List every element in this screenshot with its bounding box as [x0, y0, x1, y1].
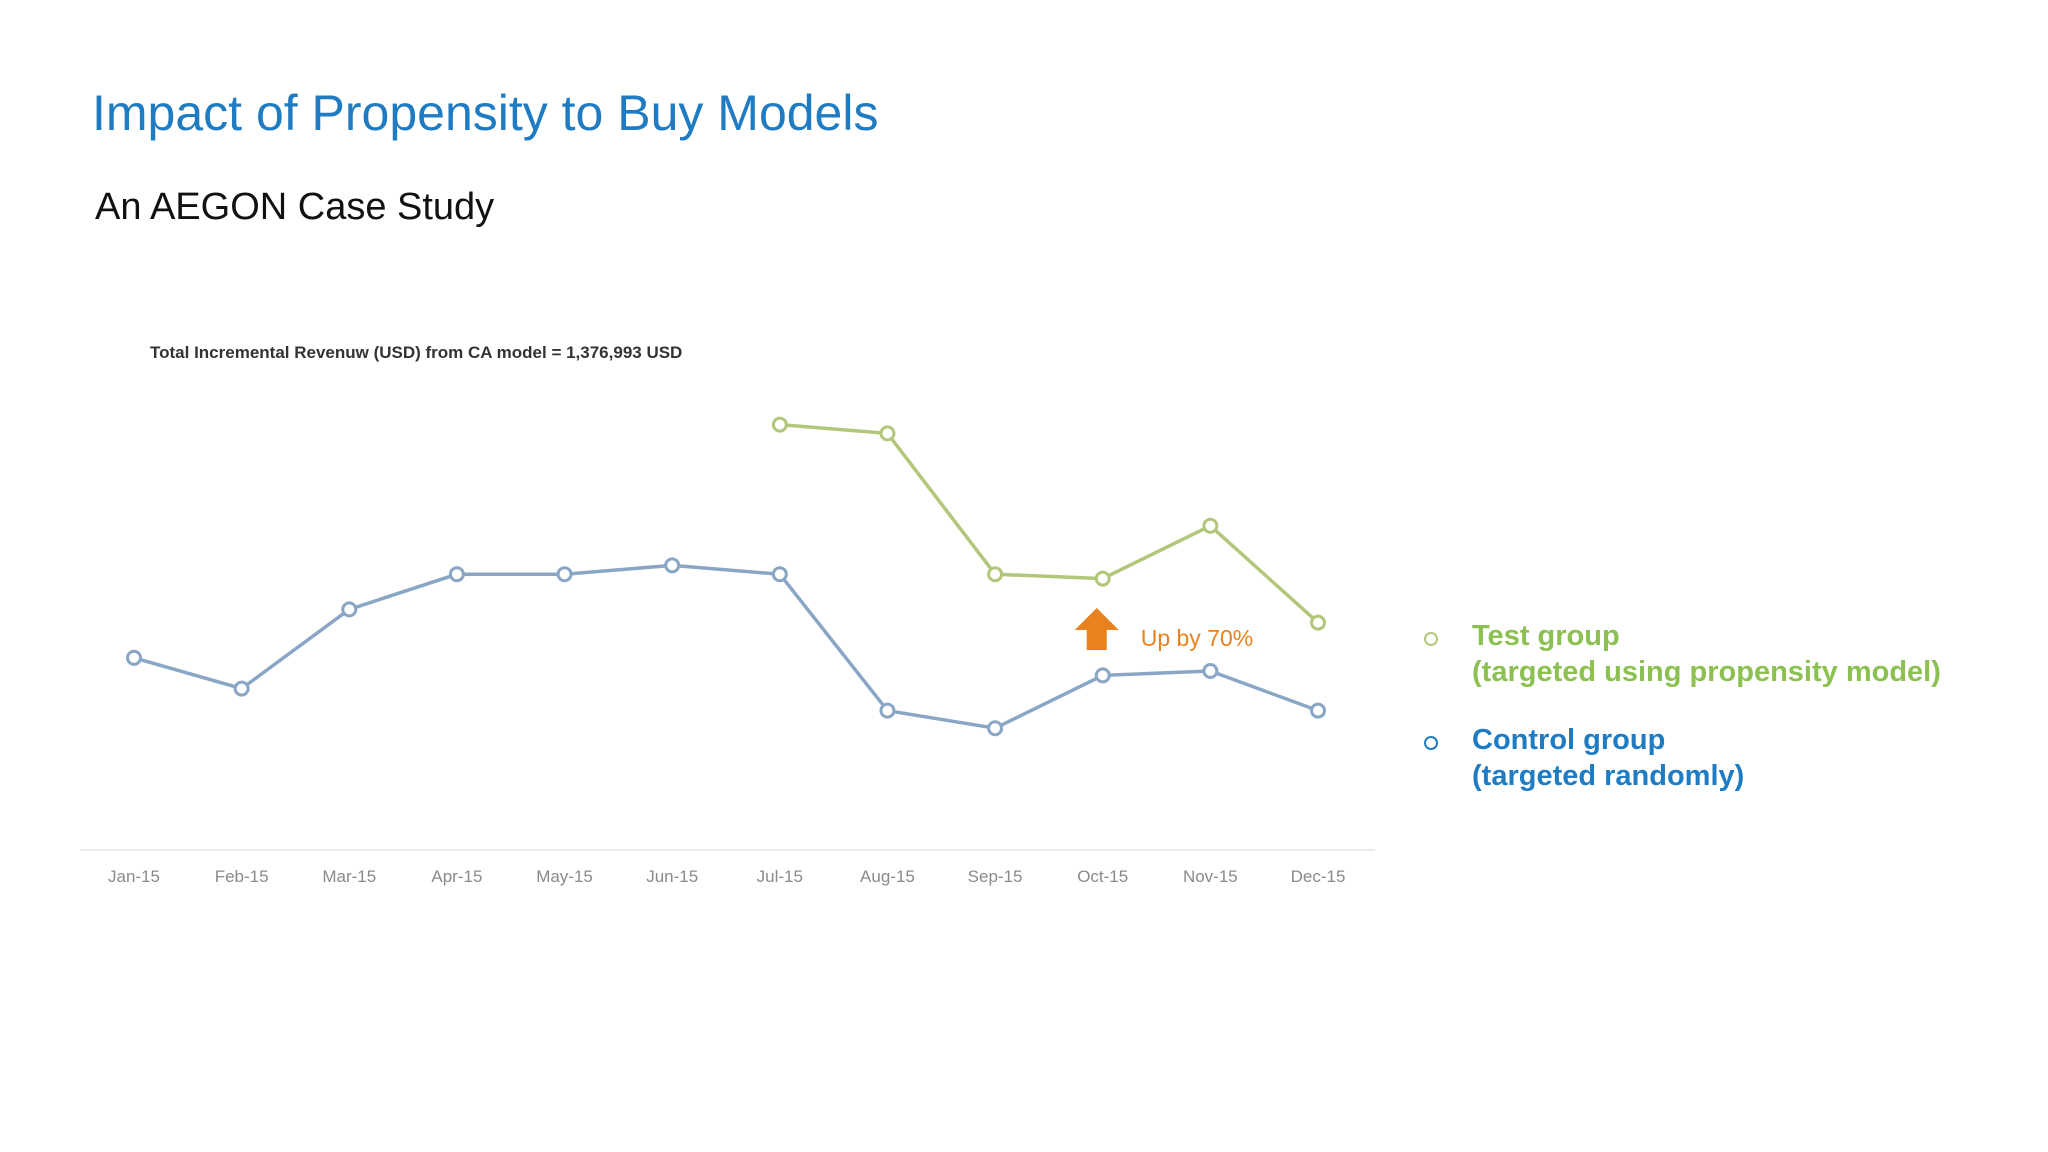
data-point-control: [126, 649, 142, 666]
legend-label: Control group: [1472, 724, 1666, 756]
x-tick-label: May-15: [536, 867, 593, 886]
chart-title: Total Incremental Revenuw (USD) from CA …: [150, 343, 682, 362]
data-point-control: [341, 601, 358, 618]
x-tick-label: Oct-15: [1077, 867, 1128, 886]
x-tick-label: Dec-15: [1291, 867, 1346, 886]
x-tick-label: Apr-15: [431, 867, 482, 886]
slide-subtitle: An AEGON Case Study: [95, 186, 495, 228]
x-tick-label: Jan-15: [108, 867, 160, 886]
data-point-control: [556, 566, 573, 583]
data-point-test: [879, 425, 896, 442]
x-tick-label: Jul-15: [757, 867, 803, 886]
up-arrow-icon: [1074, 608, 1119, 650]
data-point-control: [987, 720, 1004, 737]
data-point-control: [879, 702, 896, 719]
x-tick-label: Nov-15: [1183, 867, 1238, 886]
x-tick-label: Sep-15: [968, 867, 1023, 886]
x-axis-tick-labels: Jan-15 Feb-15 Mar-15 Apr-15 May-15 Jun-15 Jul-…: [108, 867, 1345, 886]
legend-item-test: Test group (targeted using propensity mo…: [1424, 618, 2024, 690]
series-control: [126, 557, 1326, 737]
data-point-test: [771, 416, 788, 433]
data-point-control: [448, 566, 465, 583]
data-point-control: [233, 680, 250, 697]
x-tick-label: Aug-15: [860, 867, 915, 886]
series-test: [771, 416, 1326, 631]
data-point-control: [664, 557, 681, 574]
series-layer: [126, 416, 1326, 737]
legend: Test group (targeted using propensity mo…: [1424, 618, 2024, 826]
annotation-label: Up by 70%: [1141, 625, 1254, 651]
data-point-test: [987, 566, 1004, 583]
x-tick-label: Feb-15: [215, 867, 269, 886]
legend-bullet-icon: [1424, 736, 1438, 750]
data-point-control: [1202, 663, 1219, 679]
legend-text: Control group (targeted randomly): [1472, 722, 1744, 794]
legend-detail: (targeted using propensity model): [1472, 656, 1941, 688]
data-point-control: [1094, 667, 1111, 684]
data-point-control: [771, 566, 788, 583]
slide-title: Impact of Propensity to Buy Models: [92, 85, 879, 141]
annotation-layer: Up by 70%: [1074, 608, 1254, 651]
data-point-test: [1094, 570, 1111, 587]
legend-text: Test group (targeted using propensity mo…: [1472, 618, 1941, 690]
legend-label: Test group: [1472, 620, 1620, 652]
data-point-test: [1310, 614, 1326, 631]
series-line-control: [133, 563, 1319, 730]
data-point-test: [1202, 517, 1219, 534]
legend-item-control: Control group (targeted randomly): [1424, 722, 2024, 794]
series-line-test: [779, 422, 1320, 624]
x-tick-label: Mar-15: [322, 867, 376, 886]
x-tick-label: Jun-15: [646, 867, 698, 886]
legend-detail: (targeted randomly): [1472, 760, 1745, 792]
data-point-control: [1310, 702, 1326, 719]
legend-bullet-icon: [1424, 632, 1438, 646]
